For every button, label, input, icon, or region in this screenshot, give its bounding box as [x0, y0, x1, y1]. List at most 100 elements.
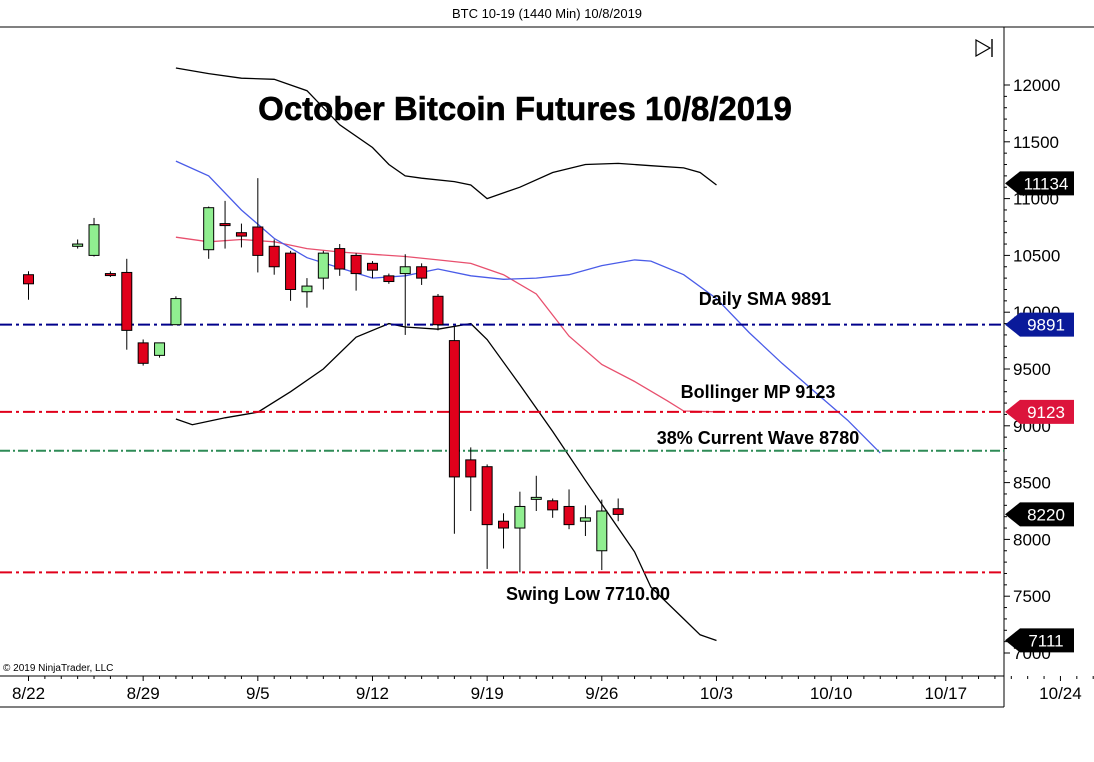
candle-body [563, 505, 575, 526]
bollinger-upper-line [175, 67, 717, 200]
y-tick-label: 8500 [1013, 474, 1051, 493]
candle-body [416, 266, 428, 279]
level-badge: 9123 [1005, 399, 1074, 424]
candle [432, 294, 444, 331]
x-tick-label: 8/22 [12, 684, 45, 703]
candle-body [547, 500, 559, 511]
candle-body [334, 248, 346, 270]
price-badge-shape [1005, 312, 1074, 337]
candle-body [252, 226, 264, 256]
candle [530, 475, 542, 511]
y-tick-label: 7500 [1013, 587, 1051, 606]
candle-body [235, 232, 247, 237]
candle [104, 271, 116, 277]
price-badge-shape [1005, 502, 1074, 527]
sma-line [175, 160, 881, 454]
candle [612, 498, 624, 522]
candle [547, 498, 559, 518]
candle-body [203, 207, 215, 251]
candle-body [285, 252, 297, 290]
level-badge: 9891 [1005, 312, 1074, 337]
candle [219, 200, 231, 249]
candle-body [219, 223, 231, 227]
price-badge-shape [1005, 399, 1074, 424]
candle-body [301, 285, 313, 293]
candle-body [350, 254, 362, 275]
y-tick-label: 8000 [1013, 530, 1051, 549]
y-tick-label: 10500 [1013, 246, 1060, 265]
candle-body [432, 295, 444, 326]
price-badge: 11134 [1005, 171, 1074, 196]
candle-body [154, 342, 166, 356]
candle [448, 326, 460, 534]
candle [416, 263, 428, 285]
candle-body [448, 340, 460, 478]
price-badge-label: 9891 [1027, 316, 1065, 335]
price-badge-label: 11134 [1024, 174, 1069, 193]
candle [334, 244, 346, 276]
candle-body [137, 342, 149, 364]
candle [514, 491, 526, 573]
x-tick-label: 10/3 [700, 684, 733, 703]
candle-body [170, 298, 182, 326]
x-tick-label: 10/17 [925, 684, 968, 703]
price-badge-shape [1005, 628, 1074, 653]
chart-title: October Bitcoin Futures 10/8/2019 [258, 90, 792, 127]
candle-body [88, 224, 100, 256]
scroll-end-icon[interactable] [975, 38, 993, 58]
candle [301, 278, 313, 308]
level-label: Daily SMA 9891 [699, 289, 831, 309]
candle [498, 513, 510, 549]
level-label: Bollinger MP 9123 [681, 382, 836, 402]
y-tick-label: 12000 [1013, 76, 1060, 95]
y-tick-label: 9500 [1013, 360, 1051, 379]
price-badge-label: 7111 [1028, 631, 1063, 650]
candle [121, 258, 133, 350]
candle [268, 239, 280, 275]
price-badge-shape [1005, 171, 1074, 196]
candle [235, 223, 247, 248]
candle-body [23, 274, 34, 285]
candle [350, 253, 362, 291]
x-tick-label: 9/12 [356, 684, 389, 703]
candle [317, 250, 329, 290]
candle [399, 254, 411, 335]
price-badge: 7111 [1005, 628, 1074, 653]
candle [383, 273, 395, 284]
candle-body [399, 266, 411, 275]
candle [366, 261, 378, 279]
candle-body [366, 262, 378, 271]
candle [137, 339, 149, 366]
candle [72, 239, 84, 249]
candle [596, 499, 608, 571]
candle [203, 206, 215, 259]
price-badge-label: 8220 [1027, 505, 1065, 524]
y-tick-label: 11500 [1013, 133, 1059, 152]
candle [252, 178, 264, 273]
x-tick-label: 9/19 [471, 684, 504, 703]
candle-body [498, 520, 510, 529]
candle [285, 250, 297, 301]
candle-body [579, 517, 591, 522]
x-tick-label: 10/24 [1039, 684, 1082, 703]
candle-body [268, 245, 280, 268]
candle [170, 296, 182, 326]
candle [563, 489, 575, 530]
price-badge-label: 9123 [1027, 403, 1065, 422]
candle-body [121, 271, 133, 331]
chart-header: BTC 10-19 (1440 Min) 10/8/2019 [452, 6, 642, 21]
bollinger-mid-line [175, 236, 717, 413]
x-tick-label: 9/5 [246, 684, 270, 703]
level-label: 38% Current Wave 8780 [657, 428, 859, 448]
copyright: © 2019 NinjaTrader, LLC [3, 663, 113, 674]
candle [88, 217, 100, 257]
candle [154, 342, 166, 358]
x-tick-label: 10/10 [810, 684, 853, 703]
level-label: Swing Low 7710.00 [506, 584, 670, 604]
candle-body [481, 466, 493, 526]
price-badge: 8220 [1005, 502, 1074, 527]
candle-body [514, 505, 526, 529]
candle [481, 464, 493, 569]
candle-body [596, 510, 608, 552]
